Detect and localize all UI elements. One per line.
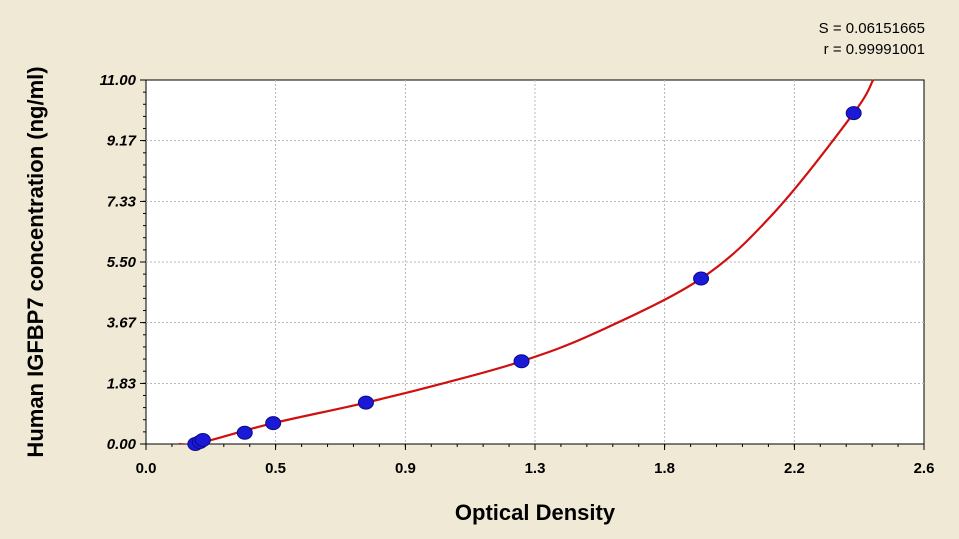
fit-curve	[178, 79, 875, 444]
curve-layer	[178, 79, 875, 444]
x-tick-label: 0.9	[395, 460, 416, 477]
data-point	[194, 433, 211, 448]
x-axis-title: Optical Density	[455, 500, 616, 525]
data-point	[357, 395, 374, 410]
points-layer	[187, 106, 862, 451]
ticks: 0.0 0.5 0.9 1.3 1.8 2.2 2.6 0.00 1.83 3.67 5.50 7.3…	[100, 72, 935, 477]
x-tick-label: 1.3	[525, 460, 546, 477]
data-point	[693, 271, 710, 286]
y-tick-label: 7.33	[107, 193, 137, 210]
y-tick-label: 11.00	[100, 72, 137, 89]
x-tick-label: 2.6	[914, 460, 935, 477]
x-tick-label: 0.0	[136, 460, 157, 477]
y-tick-label: 3.67	[107, 315, 137, 332]
x-tick-label: 1.8	[654, 460, 675, 477]
y-tick-label: 5.50	[107, 254, 137, 271]
data-point	[513, 354, 530, 369]
x-tick-label: 2.2	[784, 460, 805, 477]
r-statistic: r = 0.99991001	[823, 41, 925, 58]
y-axis-title: Human IGFBP7 concentration (ng/ml)	[23, 66, 48, 457]
s-statistic: S = 0.06151665	[818, 20, 925, 37]
x-tick-label: 0.5	[265, 460, 286, 477]
y-tick-label: 9.17	[107, 133, 137, 150]
data-point	[845, 106, 862, 121]
y-tick-label: 0.00	[107, 436, 137, 453]
data-point	[265, 416, 282, 431]
data-point	[236, 425, 253, 440]
grid	[146, 80, 924, 444]
y-tick-label: 1.83	[107, 375, 137, 392]
